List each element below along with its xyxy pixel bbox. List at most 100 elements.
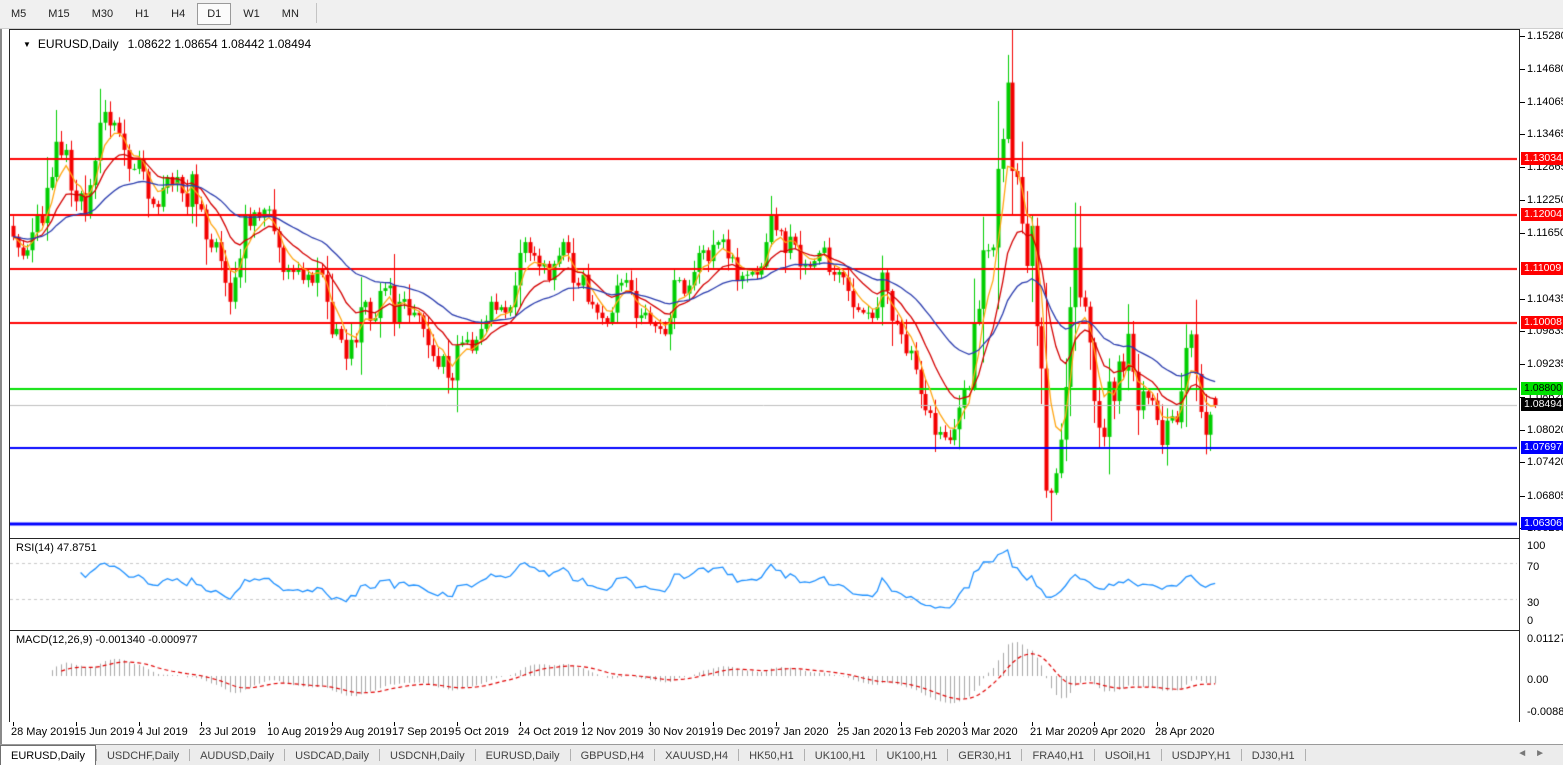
date-tick-mark <box>839 722 840 726</box>
chart-tab-usdcad-daily[interactable]: USDCAD,Daily <box>295 750 370 762</box>
chart-tab-usoil-h1[interactable]: USOil,H1 <box>1104 750 1151 762</box>
price-tick-label: 1.11650 <box>1527 227 1563 239</box>
date-tick-mark <box>713 722 714 726</box>
tab-separator <box>654 748 656 761</box>
date-axis[interactable]: 28 May 2019 15 Jun 2019 4 Jul 2019 23 Jul 2… <box>2 722 1563 744</box>
chart-tab-eurusd-daily[interactable]: EURUSD,Daily <box>485 750 560 762</box>
date-tick-label: 7 Jan 2020 <box>774 726 829 738</box>
rsi-panel[interactable]: RSI(14) 47.8751 <box>9 538 1520 631</box>
rsi-label: RSI(14) 47.8751 <box>16 542 97 554</box>
macd-axis-label: -0.008845 <box>1527 705 1563 718</box>
rsi-axis-label: 30 <box>1527 597 1540 609</box>
price-level-tag: 1.13034 <box>1521 152 1563 165</box>
date-tick-mark <box>1094 722 1095 726</box>
price-tick-mark <box>1520 36 1525 37</box>
date-tick-mark <box>76 722 77 726</box>
date-tick-label: 17 Sep 2019 <box>392 726 455 738</box>
date-tick-label: 28 Apr 2020 <box>1155 726 1215 738</box>
timeframe-button-m5[interactable]: M5 <box>11 8 27 20</box>
macd-canvas[interactable] <box>10 631 1517 721</box>
timeframe-button-h1[interactable]: H1 <box>135 8 150 20</box>
date-tick-label: 5 Oct 2019 <box>455 726 509 738</box>
tab-separator <box>1240 748 1242 761</box>
price-tick-label: 1.13465 <box>1527 128 1563 140</box>
tab-scroll-arrows[interactable]: ◄► <box>1517 748 1553 759</box>
price-axis[interactable]: 1.15280 1.14680 1.14065 1.13465 1.12865 1.122… <box>1520 29 1563 722</box>
date-tick-label: 12 Nov 2019 <box>581 726 644 738</box>
price-chart-panel[interactable]: ▼ EURUSD,Daily 1.08622 1.08654 1.08442 1.0… <box>9 29 1520 540</box>
tab-separator <box>738 748 740 761</box>
chart-tab-fra40-h1[interactable]: FRA40,H1 <box>1032 750 1084 762</box>
date-tick-mark <box>776 722 777 726</box>
date-tick-label: 28 May 2019 <box>11 726 75 738</box>
chart-tab-gbpusd-h4[interactable]: GBPUSD,H4 <box>580 750 645 762</box>
tab-separator <box>95 748 97 761</box>
price-chart-canvas[interactable] <box>10 30 1517 537</box>
timeframe-button-m15[interactable]: M15 <box>48 8 70 20</box>
date-tick-mark <box>332 722 333 726</box>
date-tick-label: 29 Aug 2019 <box>330 726 392 738</box>
price-tick-mark <box>1520 496 1525 497</box>
chart-dropdown-icon[interactable]: ▼ <box>23 40 31 49</box>
macd-panel[interactable]: MACD(12,26,9) -0.001340 -0.000977 <box>9 630 1520 724</box>
date-tick-mark <box>394 722 395 726</box>
tab-separator <box>1304 748 1306 761</box>
macd-axis-label: 0.00 <box>1527 674 1549 686</box>
date-tick-mark <box>650 722 651 726</box>
tab-separator <box>875 748 877 761</box>
price-tick-label: 1.15280 <box>1527 30 1563 42</box>
date-tick-mark <box>901 722 902 726</box>
timeframe-button-mn[interactable]: MN <box>281 8 299 20</box>
chart-tab-usdjpy-h1[interactable]: USDJPY,H1 <box>1171 750 1231 762</box>
tab-separator <box>1160 748 1162 761</box>
chart-tab-uk100-h1[interactable]: UK100,H1 <box>814 750 866 762</box>
price-level-tag: 1.07697 <box>1521 441 1563 454</box>
scroll-left-icon: ◄ <box>1517 748 1536 759</box>
date-tick-mark <box>13 722 14 726</box>
chart-tab-uk100-h1[interactable]: UK100,H1 <box>886 750 938 762</box>
date-tick-label: 24 Oct 2019 <box>518 726 578 738</box>
date-tick-label: 19 Dec 2019 <box>711 726 774 738</box>
tab-separator <box>569 748 571 761</box>
chart-tab-eurusd-daily[interactable]: EURUSD,Daily <box>0 745 96 765</box>
chart-tab-hk50-h1[interactable]: HK50,H1 <box>749 750 794 762</box>
timeframe-toolbar: M5 M15 M30 H1 H4 D1 W1 MN <box>0 0 1563 29</box>
chart-tab-audusd-daily[interactable]: AUDUSD,Daily <box>200 750 275 762</box>
price-tick-label: 1.12250 <box>1527 194 1563 206</box>
price-tick-label: 1.07420 <box>1527 456 1563 468</box>
date-tick-label: 3 Mar 2020 <box>962 726 1018 738</box>
tab-separator <box>947 748 949 761</box>
date-tick-mark <box>139 722 140 726</box>
rsi-axis-label: 0 <box>1527 615 1534 627</box>
timeframe-button-w1[interactable]: W1 <box>243 8 260 20</box>
date-tick-mark <box>964 722 965 726</box>
price-tick-label: 1.14680 <box>1527 63 1563 75</box>
rsi-axis-label: 70 <box>1527 561 1540 573</box>
scroll-right-icon: ► <box>1535 748 1553 759</box>
chart-tab-usdcnh-daily[interactable]: USDCNH,Daily <box>390 750 465 762</box>
price-tick-label: 1.09235 <box>1527 358 1563 370</box>
price-tick-mark <box>1520 364 1525 365</box>
price-tick-label: 1.08020 <box>1527 424 1563 436</box>
chart-tab-xauusd-h4[interactable]: XAUUSD,H4 <box>665 750 729 762</box>
date-tick-label: 21 Mar 2020 <box>1030 726 1092 738</box>
rsi-canvas[interactable] <box>10 539 1517 628</box>
rsi-axis-label: 100 <box>1527 540 1546 552</box>
price-tick-label: 1.14065 <box>1527 96 1563 108</box>
price-tick-mark <box>1520 233 1525 234</box>
price-tick-mark <box>1520 331 1525 332</box>
date-tick-label: 15 Jun 2019 <box>74 726 135 738</box>
chart-tab-dj30-h1[interactable]: DJ30,H1 <box>1251 750 1295 762</box>
price-level-tag: 1.12004 <box>1521 208 1563 221</box>
price-tick-mark <box>1520 430 1525 431</box>
timeframe-button-d1[interactable]: D1 <box>197 3 232 25</box>
chart-tab-ger30-h1[interactable]: GER30,H1 <box>958 750 1012 762</box>
date-tick-label: 23 Jul 2019 <box>199 726 256 738</box>
price-tick-mark <box>1520 462 1525 463</box>
chart-tab-usdchf-daily[interactable]: USDCHF,Daily <box>106 750 180 762</box>
price-level-tag: 1.06306 <box>1521 517 1563 530</box>
chart-symbol-label: EURUSD,Daily <box>37 37 119 51</box>
timeframe-button-m30[interactable]: M30 <box>91 8 114 20</box>
timeframe-button-h4[interactable]: H4 <box>171 8 186 20</box>
